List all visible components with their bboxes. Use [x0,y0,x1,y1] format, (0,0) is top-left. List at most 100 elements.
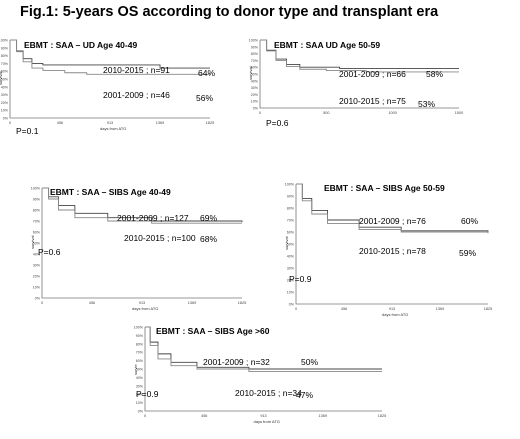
y-tick-label: 0% [138,410,144,414]
series-label: 2010-2015 ; n=78 [359,246,426,256]
y-tick-label: 10% [287,291,295,295]
y-tick-label: 80% [251,52,259,56]
axes [295,184,488,305]
y-tick-label: 70% [1,62,9,66]
y-tick-label: 30% [1,93,9,97]
x-tick-label: 0 [9,121,11,125]
y-tick-label: 20% [136,393,144,397]
y-tick-label: 100% [285,183,295,187]
series-percent: 68% [200,234,218,244]
y-tick-label: 30% [136,384,144,388]
y-tick-label: 60% [251,66,259,70]
p-value: P=0.6 [38,247,61,257]
y-tick-label: 10% [251,100,259,104]
x-tick-label: 1369 [319,414,327,418]
series-line-2 [145,326,382,372]
y-tick-label: 30% [251,86,259,90]
panel-subtitle: EBMT : SAA – SIBS Age 50-59 [324,183,445,193]
series-label: 2001-2009 ; n=66 [339,69,406,79]
series-label: 2010-2015 ; n=75 [339,96,406,106]
y-tick-label: 90% [33,198,41,202]
y-tick-label: 40% [1,85,9,89]
y-tick-label: 80% [287,207,295,211]
x-axis-label: days from ATG [382,312,409,317]
y-tick-label: 40% [33,253,41,257]
y-tick-label: 80% [1,54,9,58]
x-tick-label: 0 [295,307,297,311]
p-value: P=0.1 [16,126,39,136]
y-tick-label: 20% [287,279,295,283]
x-tick-label: 913 [107,121,113,125]
series-label: 2001-2009 ; n=76 [359,216,426,226]
x-tick-label: 456 [341,307,347,311]
panel-subtitle: EBMT : SAA – UD Age 40-49 [24,40,138,50]
km-plot: 100% 90% 80% 70% 60% 50% 40% 30% 20% 10% 0%0 456 913… [285,183,492,312]
x-tick-label: 456 [57,121,63,125]
series-percent: 50% [301,357,319,367]
series-percent: 69% [200,213,218,223]
series-line-2 [296,183,489,234]
km-panel-1: 100% 90% 80% 70% 60% 50% 40% 30% 20% 10% 0%0 456 913… [0,39,215,136]
x-tick-label: 913 [139,301,145,305]
y-tick-label: 100% [134,326,144,330]
y-tick-label: 0% [35,297,41,301]
series-label: 2001-2009 ; n=46 [103,90,170,100]
km-panel-5: 100% 90% 80% 70% 60% 50% 40% 30% 20% 10% 0% 0 456 913… [133,326,386,425]
y-axis-label: survival [248,66,253,80]
y-tick-label: 70% [136,351,144,355]
series-percent: 58% [426,69,444,79]
y-axis-label: survie [133,364,138,375]
x-tick-label: 1369 [436,307,444,311]
y-tick-label: 70% [251,59,259,63]
km-plot: 100% 90% 80% 70% 60% 50% 40% 30% 20% 10% 0%0 456 913… [31,187,246,306]
series-percent: 53% [418,99,436,109]
x-tick-label: 1825 [484,307,492,311]
y-tick-label: 40% [287,255,295,259]
series-line-2 [42,187,242,224]
x-tick-label: 913 [389,307,395,311]
y-tick-label: 90% [136,334,144,338]
y-tick-label: 30% [287,267,295,271]
y-tick-label: 0% [253,107,259,111]
series-label: 2010-2015 ; n=34 [235,388,302,398]
km-panel-3: 100% 90% 80% 70% 60% 50% 40% 30% 20% 10% 0% 0 456 913… [30,187,246,312]
series-label: 2010-2015 ; n=100 [124,233,196,243]
y-tick-label: 30% [33,264,41,268]
y-tick-label: 10% [136,401,144,405]
panel-subtitle: EBMT : SAA – SIBS Age 40-49 [50,187,171,197]
y-tick-label: 70% [33,220,41,224]
panel-subtitle: EBMT : SAA UD Age 50-59 [274,40,381,50]
y-tick-label: 80% [136,342,144,346]
series-line-2 [260,39,459,73]
y-tick-label: 40% [136,376,144,380]
x-tick-label: 1369 [188,301,196,305]
axes [144,327,382,412]
p-value: P=0.9 [289,274,312,284]
y-tick-label: 0% [3,117,9,121]
axes [41,188,242,299]
x-tick-label: 1369 [156,121,164,125]
p-value: P=0.9 [136,389,159,399]
x-tick-label: 456 [201,414,207,418]
x-tick-label: 500 [323,111,329,115]
x-tick-label: 0 [41,301,43,305]
x-tick-label: 0 [144,414,146,418]
km-plot: 100% 90% 80% 70% 60% 50% 40% 30% 20% 10% 0%0 500 100… [249,39,463,116]
y-tick-label: 10% [1,109,9,113]
km-panel-2: 100% 90% 80% 70% 60% 50% 40% 30% 20% 10% 0% 0 500 100… [248,39,463,128]
y-tick-label: 60% [136,359,144,363]
series-label: 2001-2009 ; n=127 [117,213,189,223]
series-label: 2001-2009 ; n=32 [203,357,270,367]
axes [9,40,210,119]
y-tick-label: 100% [31,187,41,191]
x-axis-label: days from ATG [100,126,127,131]
x-tick-label: 0 [259,111,261,115]
km-plot: 100% 90% 80% 70% 60% 50% 40% 30% 20% 10% 0%0 456 913… [0,39,214,126]
axes [259,40,459,109]
figure-title: Fig.1: 5-years OS according to donor typ… [20,4,439,20]
x-tick-label: 1825 [378,414,386,418]
y-tick-label: 20% [33,275,41,279]
y-axis-label: survival [30,235,35,249]
panel-subtitle: EBMT : SAA – SIBS Age >60 [156,326,270,336]
y-tick-label: 90% [287,195,295,199]
